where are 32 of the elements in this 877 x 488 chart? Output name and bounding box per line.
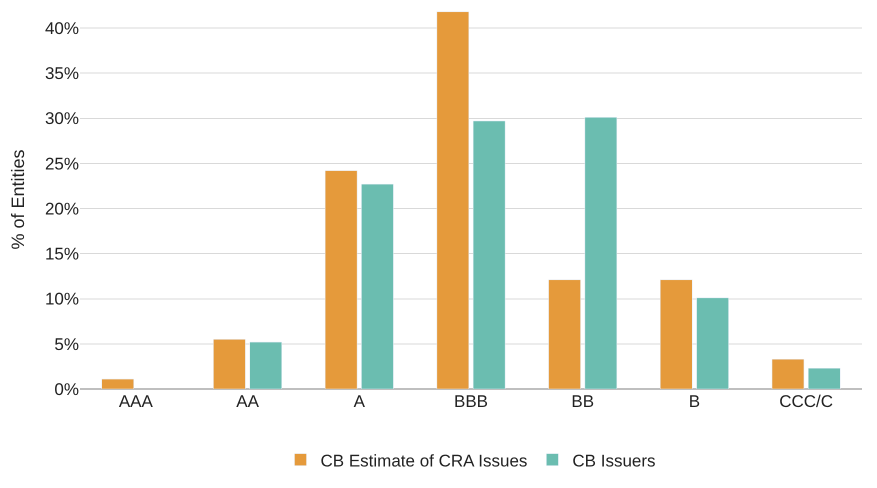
bar	[213, 339, 246, 389]
y-tick-label: 15%	[44, 244, 79, 264]
y-tick-label: 40%	[44, 19, 79, 38]
x-tick-label: BBB	[454, 392, 488, 411]
x-tick-label: B	[688, 392, 700, 411]
bar	[472, 120, 506, 389]
bar	[250, 342, 282, 389]
bar	[361, 184, 394, 389]
x-tick-label: AA	[236, 392, 260, 411]
bar	[548, 280, 581, 389]
x-tick-label: BB	[571, 392, 594, 411]
y-tick-label: 35%	[44, 64, 79, 84]
y-tick-label: 25%	[44, 154, 79, 174]
y-axis-title: % of Entities	[8, 149, 28, 250]
legend-label: CB Issuers	[572, 451, 656, 470]
y-tick-label: 0%	[54, 380, 79, 399]
y-tick-label: 5%	[54, 334, 79, 354]
y-tick-label: 10%	[44, 290, 79, 309]
x-tick-label: AAA	[118, 392, 154, 411]
bar	[660, 280, 692, 389]
bar	[101, 378, 134, 389]
bar	[584, 117, 618, 389]
legend-label: CB Estimate of CRA Issues	[320, 451, 528, 470]
bar	[436, 12, 470, 389]
y-tick-label: 20%	[44, 199, 79, 218]
bar	[324, 170, 358, 389]
y-tick-label: 30%	[44, 109, 79, 128]
bar	[772, 358, 804, 389]
bar	[808, 368, 841, 389]
x-tick-label: A	[354, 392, 366, 411]
bar	[696, 298, 729, 389]
x-tick-label: CCC/C	[779, 392, 834, 411]
